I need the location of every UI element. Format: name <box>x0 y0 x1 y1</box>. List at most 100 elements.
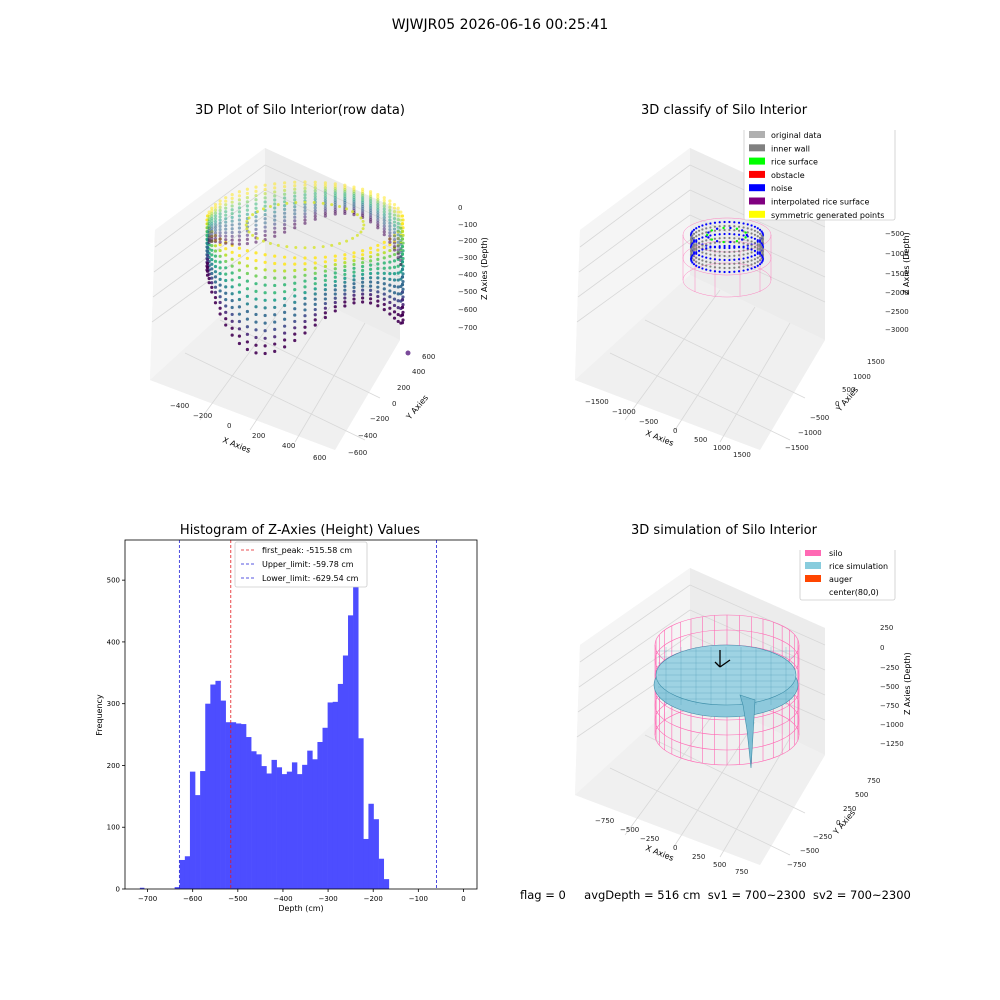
raw-point <box>361 264 365 269</box>
classify-point <box>753 245 757 248</box>
raw-point <box>210 276 214 280</box>
raw-point <box>388 227 392 232</box>
raw-point <box>273 313 277 317</box>
classify-point <box>750 224 753 227</box>
raw-point <box>382 245 386 250</box>
raw-point <box>376 243 380 248</box>
raw-point <box>388 202 392 206</box>
histogram-bar <box>195 795 201 889</box>
histogram-ytick-label: 300 <box>107 700 120 708</box>
raw-point <box>293 219 297 223</box>
raw-point <box>283 317 287 321</box>
classify-point <box>746 223 749 226</box>
raw-point <box>396 306 400 310</box>
classify-point <box>718 221 721 224</box>
histogram-bar <box>291 762 298 889</box>
raw-point <box>263 204 267 208</box>
raw-xtick: 0 <box>227 422 231 430</box>
classify-legend-label: symmetric generated points <box>771 211 884 220</box>
raw-point <box>224 196 228 200</box>
simulation-xtick: 500 <box>713 861 726 869</box>
raw-point <box>396 252 400 256</box>
raw-point <box>321 201 325 205</box>
classify-point <box>737 225 741 228</box>
classify-point <box>746 239 749 242</box>
raw-ytick: 200 <box>397 384 410 392</box>
raw-point <box>210 216 214 221</box>
raw-point <box>399 270 403 274</box>
raw-point <box>218 221 222 225</box>
raw-point <box>230 238 234 242</box>
raw-point <box>323 214 327 218</box>
raw-point <box>218 199 222 203</box>
classify-point <box>733 237 736 240</box>
raw-point <box>237 253 242 258</box>
raw-point <box>263 217 267 221</box>
raw-point <box>376 223 380 227</box>
raw-point <box>237 226 242 230</box>
classify-point <box>713 233 717 236</box>
classify-point <box>701 224 704 227</box>
raw-point <box>283 269 287 273</box>
raw-point <box>293 205 297 209</box>
raw-point <box>351 210 355 214</box>
raw-point <box>396 244 400 248</box>
classify-point <box>705 268 708 271</box>
raw-point <box>293 226 297 230</box>
raw-ztick: −200 <box>458 237 477 245</box>
simulation-x-ticks: −750 −500 −250 0 250 500 750 <box>595 817 748 876</box>
raw-point <box>237 234 242 238</box>
raw-point <box>213 264 218 269</box>
raw-point <box>224 217 228 221</box>
classify-point <box>705 243 708 246</box>
raw-point <box>400 229 405 233</box>
simulation-xtick: 0 <box>673 844 677 852</box>
classify-point <box>750 263 753 266</box>
classify-point <box>750 236 753 239</box>
classify-point <box>692 255 696 258</box>
raw-point <box>263 321 267 325</box>
histogram-bar <box>266 773 272 889</box>
raw-point <box>303 186 307 190</box>
raw-point <box>343 268 347 273</box>
raw-point <box>254 206 258 210</box>
raw-point <box>245 347 249 352</box>
raw-point <box>237 290 242 294</box>
raw-point <box>382 207 386 211</box>
histogram-bars <box>139 555 390 889</box>
raw-point <box>303 308 307 312</box>
classify-point <box>695 252 698 255</box>
raw-point <box>263 200 267 204</box>
classify-point <box>691 230 694 233</box>
simulation-plot-title: 3D simulation of Silo Interior <box>631 523 817 538</box>
raw-point <box>388 248 392 253</box>
raw-point <box>333 309 337 313</box>
classify-point <box>722 226 725 230</box>
simulation-ytick: 750 <box>867 777 880 785</box>
raw-point <box>254 305 258 309</box>
raw-point <box>237 198 242 202</box>
histogram-ytick-label: 0 <box>116 886 120 894</box>
raw-point <box>303 256 307 260</box>
raw-point <box>205 245 210 250</box>
simulation-ztick: 0 <box>880 644 884 652</box>
raw-point <box>293 338 297 343</box>
raw-point <box>254 223 258 227</box>
raw-point <box>313 302 317 306</box>
raw-point <box>245 212 249 216</box>
raw-point <box>263 212 267 217</box>
raw-point <box>207 235 211 240</box>
histogram-bar <box>184 856 191 889</box>
histogram-bar <box>378 858 385 889</box>
raw-point <box>213 239 218 244</box>
raw-point <box>376 285 380 289</box>
raw-point <box>213 208 218 212</box>
classify-point <box>707 231 710 234</box>
raw-y-label: Y Axies <box>404 393 430 422</box>
raw-point <box>368 215 373 219</box>
classify-point <box>701 248 704 251</box>
classify-point <box>705 223 708 226</box>
histogram-y-ticks: 0 100 200 300 400 500 <box>107 577 125 894</box>
classify-point <box>713 229 717 232</box>
simulation-legend-label: rice simulation <box>829 562 888 571</box>
